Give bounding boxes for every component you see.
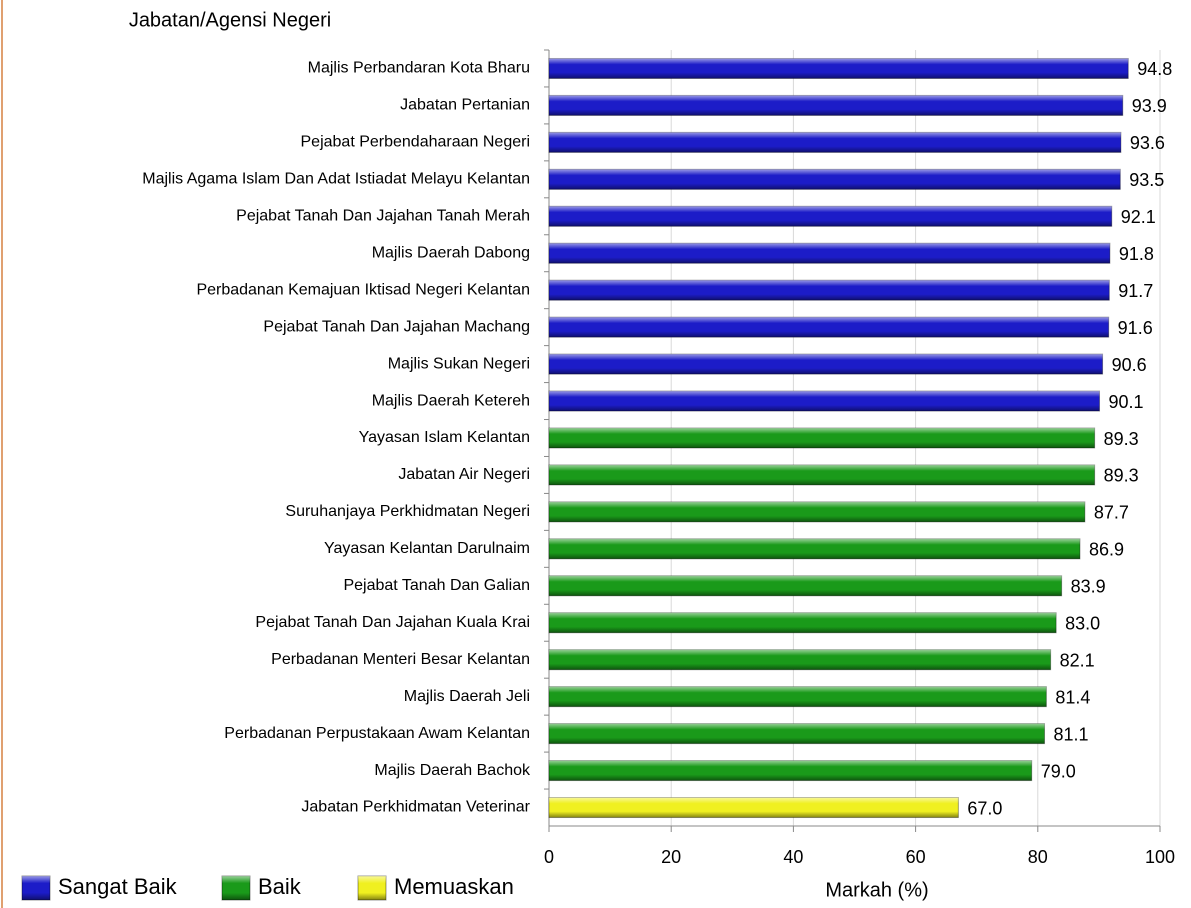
y-tick-label: Majlis Perbandaran Kota Bharu (308, 60, 530, 77)
y-tick-label: Yayasan Islam Kelantan (359, 429, 530, 446)
legend-label: Sangat Baik (58, 874, 178, 899)
bar-shade (549, 95, 1123, 116)
bar-shade (549, 58, 1129, 79)
bar-shade (549, 649, 1051, 670)
y-tick-label: Majlis Agama Islam Dan Adat Istiadat Mel… (142, 171, 530, 188)
bar-shade (549, 760, 1032, 781)
y-tick-label: Majlis Daerah Dabong (372, 244, 530, 261)
x-axis-title: Markah (%) (825, 879, 928, 901)
legend-swatch-shade (222, 876, 250, 900)
y-tick-label: Jabatan Perkhidmatan Veterinar (301, 799, 530, 816)
y-tick-label: Suruhanjaya Perkhidmatan Negeri (285, 503, 530, 520)
bar-shade (549, 538, 1080, 559)
value-label: 91.7 (1118, 281, 1153, 301)
legend-label: Baik (258, 874, 302, 899)
value-label: 90.6 (1112, 355, 1147, 375)
bar-shade (549, 132, 1121, 153)
y-tick-label: Pejabat Perbendaharaan Negeri (301, 134, 531, 151)
bar-shade (549, 501, 1085, 522)
value-label: 89.3 (1104, 466, 1139, 486)
value-label: 94.8 (1137, 59, 1172, 79)
bar-shade (549, 391, 1100, 412)
bar-shade (549, 354, 1103, 375)
value-label: 67.0 (967, 798, 1002, 818)
bar-shade (549, 612, 1057, 633)
value-label: 93.6 (1130, 133, 1165, 153)
value-label: 83.0 (1065, 614, 1100, 634)
x-tick-label: 40 (783, 847, 803, 867)
y-tick-label: Majlis Daerah Bachok (374, 762, 531, 779)
x-tick-label: 60 (906, 847, 926, 867)
y-tick-label: Pejabat Tanah Dan Galian (343, 577, 530, 594)
y-tick-label: Jabatan Pertanian (400, 97, 530, 114)
bar-shade (549, 575, 1062, 596)
x-tick-label: 0 (544, 847, 554, 867)
value-label: 82.1 (1060, 650, 1095, 670)
value-label: 81.4 (1055, 687, 1090, 707)
value-label: 91.8 (1119, 244, 1154, 264)
bar-shade (549, 464, 1095, 485)
value-label: 81.1 (1054, 724, 1089, 744)
x-tick-label: 20 (661, 847, 681, 867)
y-tick-label: Pejabat Tanah Dan Jajahan Kuala Krai (255, 614, 530, 631)
value-label: 89.3 (1104, 429, 1139, 449)
y-tick-label: Perbadanan Menteri Besar Kelantan (271, 651, 530, 668)
value-label: 86.9 (1089, 540, 1124, 560)
legend-swatch-shade (22, 876, 50, 900)
bar-shade (549, 686, 1047, 707)
value-label: 91.6 (1118, 318, 1153, 338)
y-tick-label: Perbadanan Perpustakaan Awam Kelantan (224, 725, 530, 742)
value-label: 79.0 (1041, 761, 1076, 781)
x-tick-label: 100 (1145, 847, 1175, 867)
bar-shade (549, 428, 1095, 448)
bar-shade (549, 723, 1045, 744)
bar-shade (549, 797, 959, 818)
legend-swatch-shade (358, 876, 386, 900)
value-label: 90.1 (1109, 392, 1144, 412)
bar-shade (549, 243, 1110, 264)
y-tick-label: Pejabat Tanah Dan Jajahan Machang (263, 318, 530, 335)
y-tick-label: Pejabat Tanah Dan Jajahan Tanah Merah (236, 208, 530, 225)
bar-shade (549, 317, 1109, 338)
value-label: 93.5 (1129, 170, 1164, 190)
y-axis-title: Jabatan/Agensi Negeri (129, 9, 331, 31)
x-tick-label: 80 (1028, 847, 1048, 867)
y-tick-label: Majlis Sukan Negeri (388, 355, 530, 372)
legend-label: Memuaskan (394, 874, 514, 899)
bar-shade (549, 280, 1110, 301)
y-tick-label: Yayasan Kelantan Darulnaim (324, 540, 530, 557)
bar-shade (549, 206, 1112, 227)
y-tick-label: Majlis Daerah Jeli (404, 688, 530, 705)
bar-shade (549, 169, 1121, 190)
value-label: 87.7 (1094, 503, 1129, 523)
value-label: 93.9 (1132, 96, 1167, 116)
y-tick-label: Majlis Daerah Ketereh (372, 392, 530, 409)
y-tick-label: Jabatan Air Negeri (398, 466, 530, 483)
y-tick-label: Perbadanan Kemajuan Iktisad Negeri Kelan… (196, 281, 530, 298)
value-label: 83.9 (1071, 577, 1106, 597)
value-label: 92.1 (1121, 207, 1156, 227)
